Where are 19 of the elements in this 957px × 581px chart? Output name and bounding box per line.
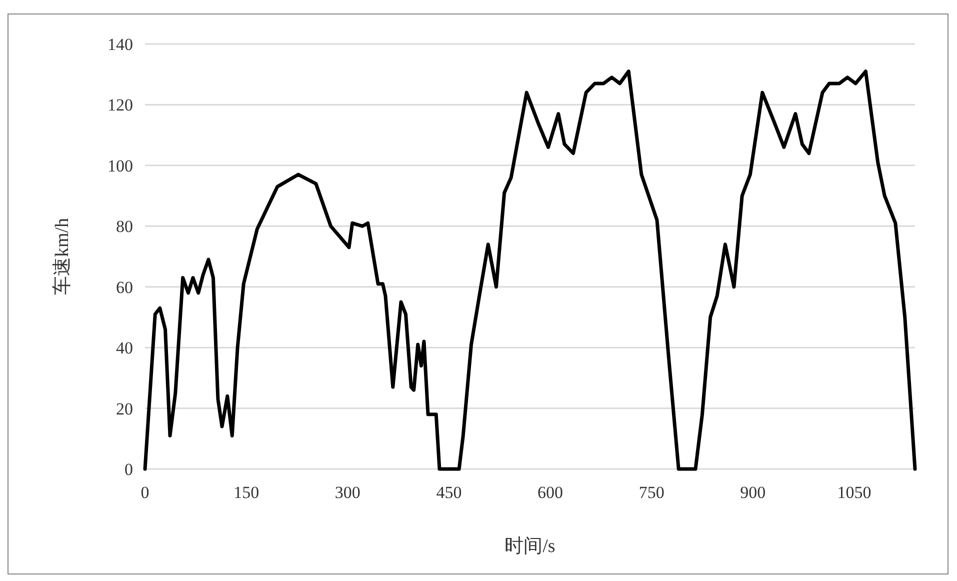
x-tick-label: 150	[234, 483, 260, 502]
x-tick-label: 300	[334, 483, 360, 502]
y-tick-label: 100	[108, 156, 133, 176]
x-axis-title: 时间/s	[504, 536, 556, 557]
y-tick-label: 20	[116, 399, 133, 418]
x-tick-label: 1050	[837, 483, 872, 502]
x-tick-label: 600	[538, 483, 564, 502]
x-tick-label: 0	[140, 483, 150, 502]
y-axis-title: 车速km/h	[52, 217, 73, 296]
y-tick-label: 140	[108, 35, 133, 54]
x-tick-label: 450	[436, 483, 462, 502]
line-series	[143, 70, 917, 471]
y-tick-label: 120	[108, 96, 133, 115]
y-tick-label: 0	[124, 460, 133, 479]
y-tick-label: 60	[116, 278, 133, 297]
x-tick-label: 900	[740, 483, 766, 502]
y-tick-label: 40	[116, 338, 133, 358]
x-tick-label: 750	[638, 483, 664, 502]
y-tick-label: 80	[116, 217, 133, 236]
